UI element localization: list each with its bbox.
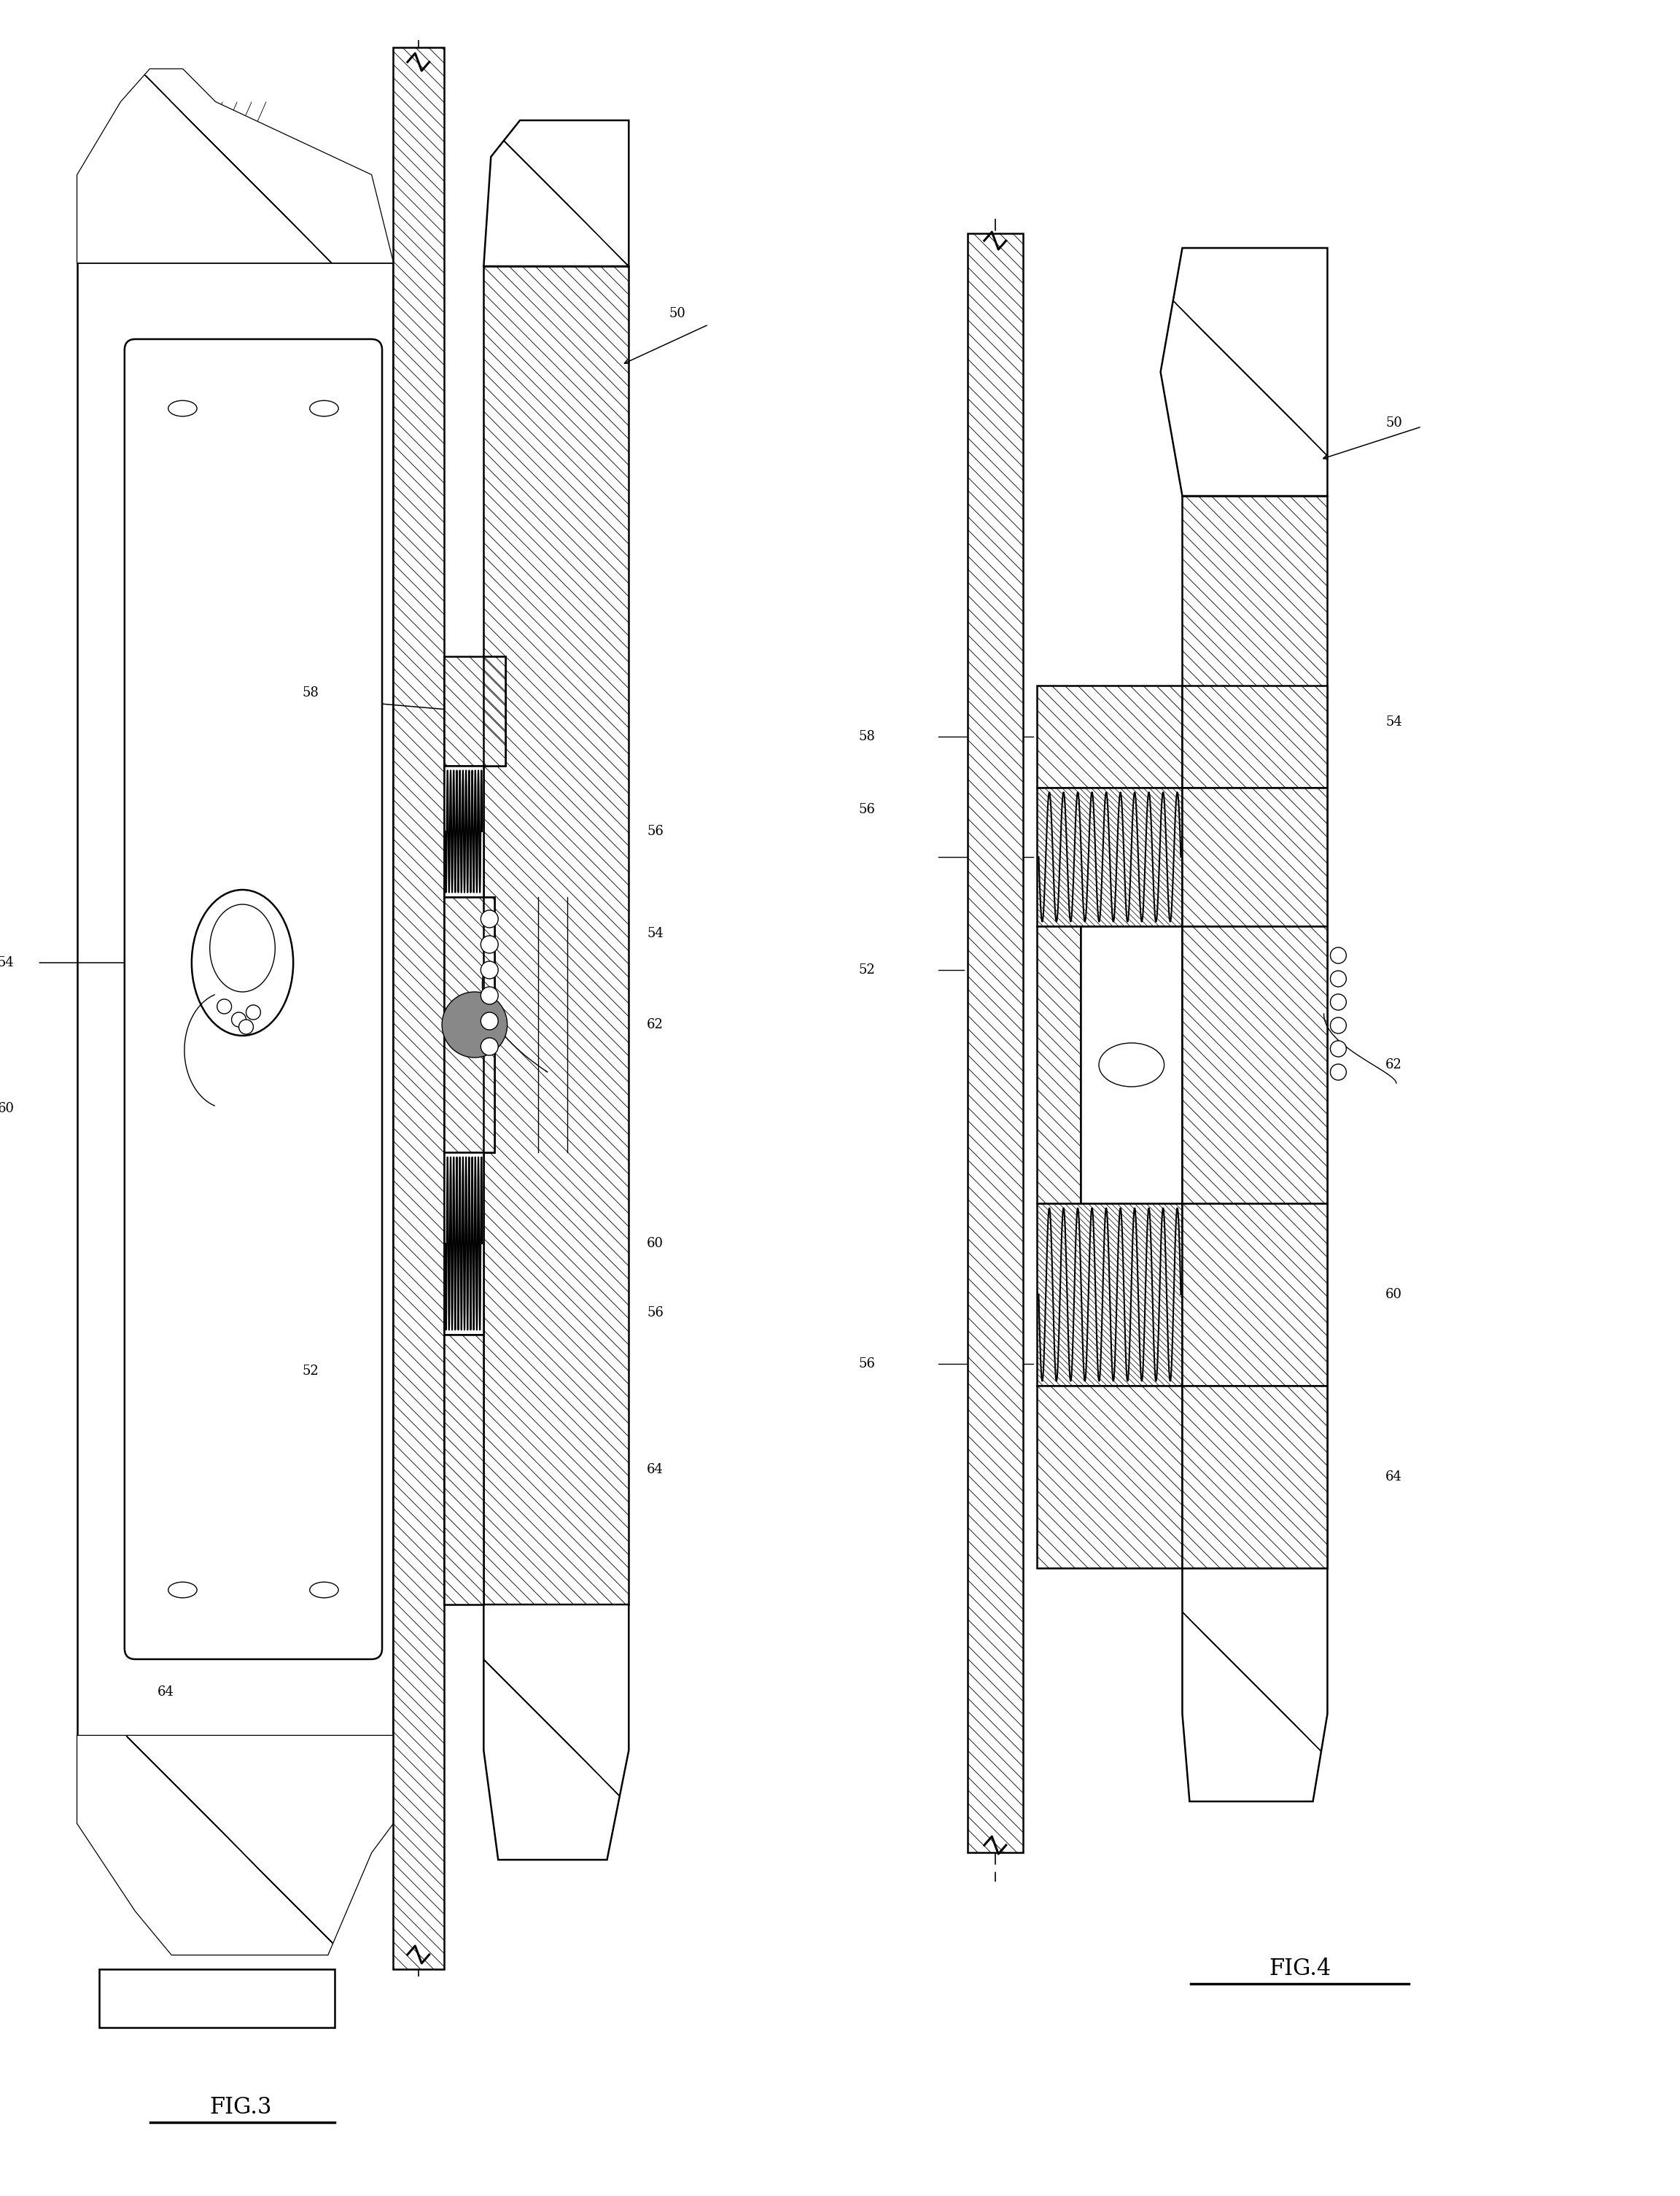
Circle shape <box>480 986 499 1004</box>
Polygon shape <box>77 1735 393 1954</box>
Bar <box>1183 685 1327 788</box>
Bar <box>1183 1203 1327 1386</box>
Text: 64: 64 <box>158 1687 175 1698</box>
Text: 50: 50 <box>669 307 685 321</box>
Bar <box>1037 788 1183 927</box>
Bar <box>1183 788 1327 927</box>
Polygon shape <box>1161 248 1327 496</box>
Text: 56: 56 <box>647 1307 664 1320</box>
Bar <box>1037 927 1080 1203</box>
Text: 58: 58 <box>302 687 319 698</box>
Ellipse shape <box>1099 1043 1164 1087</box>
Bar <box>484 898 494 1153</box>
Text: 60: 60 <box>0 1102 15 1116</box>
Polygon shape <box>77 1735 393 1954</box>
Bar <box>444 657 506 766</box>
Bar <box>1037 1386 1183 1568</box>
Polygon shape <box>484 1605 628 1860</box>
Circle shape <box>442 993 507 1058</box>
Text: FIG.4: FIG.4 <box>1268 1959 1331 1981</box>
Bar <box>1037 1203 1183 1386</box>
Polygon shape <box>77 70 393 264</box>
Text: 52: 52 <box>858 964 875 977</box>
Circle shape <box>232 1012 245 1028</box>
Text: 54: 54 <box>1386 716 1403 729</box>
Bar <box>1037 685 1183 788</box>
Bar <box>1183 1386 1327 1568</box>
Text: 60: 60 <box>1386 1289 1403 1300</box>
Circle shape <box>239 1019 254 1034</box>
Circle shape <box>480 909 499 927</box>
Text: 50: 50 <box>1386 417 1403 430</box>
Polygon shape <box>484 121 628 266</box>
Circle shape <box>1331 1017 1346 1034</box>
Circle shape <box>1331 946 1346 964</box>
Polygon shape <box>1183 1568 1327 1801</box>
Bar <box>968 233 1023 1853</box>
Text: 62: 62 <box>647 1019 664 1032</box>
Text: 64: 64 <box>647 1463 664 1476</box>
Bar <box>1183 496 1327 1568</box>
Bar <box>393 48 444 1970</box>
Text: 54: 54 <box>0 955 13 968</box>
Ellipse shape <box>309 1581 338 1599</box>
Circle shape <box>1331 1041 1346 1056</box>
Bar <box>99 1970 334 2027</box>
Text: 56: 56 <box>647 826 664 839</box>
Circle shape <box>1331 971 1346 986</box>
Bar <box>77 264 393 1735</box>
Bar <box>444 1153 484 1335</box>
Circle shape <box>1331 995 1346 1010</box>
Text: 64: 64 <box>1386 1471 1403 1484</box>
Bar <box>484 657 506 766</box>
Circle shape <box>217 999 232 1015</box>
Circle shape <box>480 935 499 953</box>
Text: 54: 54 <box>647 927 664 940</box>
Text: 62: 62 <box>1386 1058 1403 1072</box>
Bar <box>1183 927 1327 1203</box>
Text: 56: 56 <box>858 804 875 817</box>
Ellipse shape <box>192 889 294 1037</box>
Circle shape <box>480 962 499 979</box>
Text: 56: 56 <box>858 1357 875 1370</box>
Circle shape <box>1331 1065 1346 1080</box>
Ellipse shape <box>210 905 276 993</box>
Bar <box>444 1335 484 1605</box>
Bar <box>484 266 628 1605</box>
Text: 52: 52 <box>302 1364 319 1377</box>
Text: 60: 60 <box>647 1236 664 1250</box>
Bar <box>1080 927 1183 1203</box>
Circle shape <box>480 1012 499 1030</box>
FancyBboxPatch shape <box>124 338 381 1660</box>
Circle shape <box>480 1039 499 1056</box>
Ellipse shape <box>168 1581 197 1599</box>
Circle shape <box>245 1006 260 1019</box>
Bar <box>444 898 494 1153</box>
Bar <box>444 766 484 898</box>
Ellipse shape <box>309 400 338 417</box>
Ellipse shape <box>168 400 197 417</box>
Text: 58: 58 <box>858 729 875 742</box>
Text: FIG.3: FIG.3 <box>210 2097 272 2119</box>
Polygon shape <box>77 70 393 264</box>
